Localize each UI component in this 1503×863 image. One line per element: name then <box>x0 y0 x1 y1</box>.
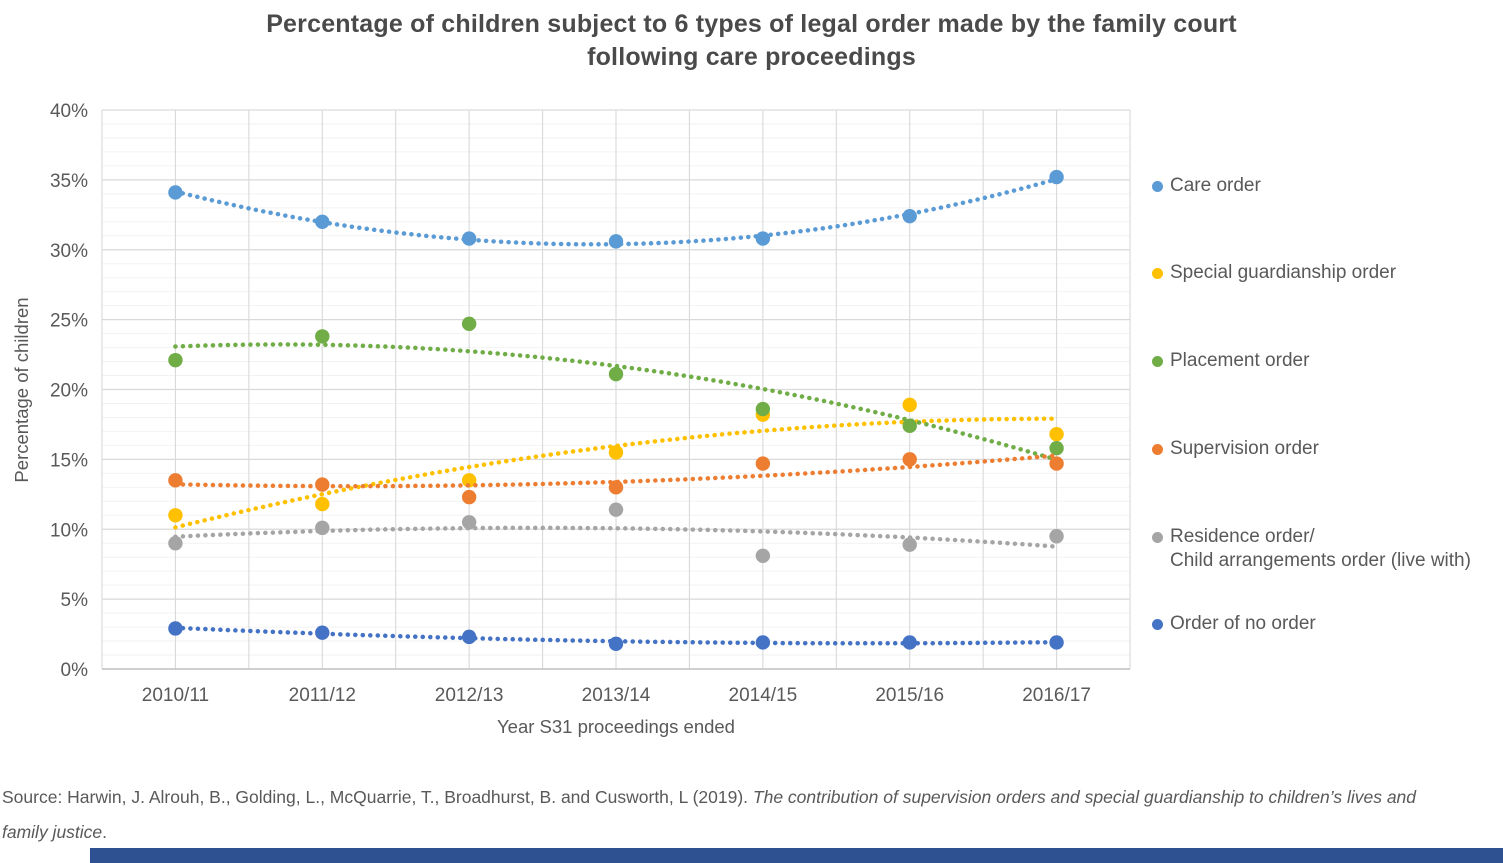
y-tick-label: 5% <box>61 590 89 611</box>
data-point <box>168 621 183 636</box>
legend-bullet-icon <box>1152 532 1163 543</box>
data-point <box>755 456 771 471</box>
series-placement-order <box>168 316 1064 462</box>
x-tick-label: 2015/16 <box>875 685 944 706</box>
data-point <box>315 520 330 536</box>
x-tick-label: 2013/14 <box>582 685 651 706</box>
data-point <box>461 489 477 505</box>
data-point <box>168 508 183 523</box>
data-point <box>1049 456 1064 471</box>
data-point <box>608 502 624 517</box>
legend-label: Supervision order <box>1170 438 1319 459</box>
y-tick-label: 40% <box>50 101 88 122</box>
data-point <box>755 548 771 564</box>
data-point <box>902 452 917 467</box>
legend-bullet-icon <box>1152 619 1163 630</box>
data-point <box>755 401 771 417</box>
source-italic-title: The contribution of supervision orders a… <box>2 786 1417 842</box>
data-point <box>461 231 477 246</box>
x-axis-title: Year S31 proceedings ended <box>497 716 735 737</box>
series-care-order <box>168 169 1064 249</box>
data-point <box>315 496 330 512</box>
data-point <box>755 635 771 650</box>
x-tick-label: 2016/17 <box>1022 685 1091 706</box>
legend-bullet-icon <box>1152 444 1163 455</box>
data-point <box>1049 169 1064 185</box>
data-point <box>1049 529 1064 544</box>
series-residence-order <box>168 502 1064 564</box>
data-point <box>168 536 183 551</box>
x-tick-label: 2012/13 <box>435 685 504 706</box>
data-point <box>608 234 624 249</box>
data-point <box>902 635 917 650</box>
data-point <box>902 537 917 552</box>
data-point <box>315 214 330 229</box>
data-point <box>315 477 330 492</box>
data-point <box>461 473 477 488</box>
y-tick-label: 35% <box>50 171 88 192</box>
data-point <box>461 316 477 332</box>
legend-bullet-icon <box>1152 356 1163 367</box>
data-point <box>902 209 917 224</box>
data-point <box>902 397 917 413</box>
legend-bullet-icon <box>1152 181 1163 192</box>
y-tick-label: 15% <box>50 450 88 471</box>
data-point <box>608 480 624 495</box>
x-tick-label: 2010/11 <box>142 685 209 706</box>
legend-item: Supervision order <box>1152 437 1319 461</box>
y-tick-label: 0% <box>61 660 89 681</box>
x-tick-label: 2011/12 <box>289 685 356 706</box>
x-tick-labels: 2010/11 2011/12 2012/13 2013/14 2014/15 2015/… <box>142 685 1091 706</box>
legend-label: Special guardianship order <box>1170 262 1397 283</box>
legend-label: Placement order <box>1170 350 1310 371</box>
data-point <box>168 352 183 368</box>
source-suffix: . <box>102 821 108 842</box>
x-tick-label: 2014/15 <box>729 685 798 706</box>
data-point <box>902 418 917 434</box>
data-point <box>1049 440 1064 456</box>
data-point <box>755 231 771 246</box>
legend-item: Residence order/ Child arrangements orde… <box>1152 525 1471 573</box>
data-point <box>1049 635 1064 650</box>
legend-item: Special guardianship order <box>1152 261 1396 285</box>
data-point <box>315 625 330 640</box>
data-point <box>608 366 624 382</box>
chart-title: Percentage of children subject to 6 type… <box>266 10 1237 71</box>
y-tick-label: 30% <box>50 241 88 262</box>
legend-label: Order of no order <box>1170 613 1316 634</box>
data-point <box>168 185 183 200</box>
source-citation: Source: Harwin, J. Alrouh, B., Golding, … <box>2 780 1462 850</box>
series-supervision-order <box>168 452 1064 505</box>
y-tick-labels: 0% 5% 10% 15% 20% 25% 30% 35% 40% <box>50 101 88 681</box>
legend-item: Care order <box>1152 174 1261 198</box>
data-point <box>608 636 624 652</box>
footer-bar <box>90 848 1503 863</box>
series-order-of <box>168 621 1064 652</box>
legend-label: Residence order/ Child arrangements orde… <box>1170 526 1471 571</box>
data-point <box>608 445 624 460</box>
y-tick-label: 10% <box>50 520 88 541</box>
data-point <box>315 329 330 344</box>
source-prefix: Source: Harwin, J. Alrouh, B., Golding, … <box>2 786 753 807</box>
data-point <box>168 473 183 488</box>
legend-item: Placement order <box>1152 349 1309 373</box>
y-axis-title: Percentage of children <box>11 297 32 482</box>
legend-label: Care order <box>1170 175 1261 196</box>
data-point <box>1049 427 1064 442</box>
y-tick-label: 25% <box>50 311 88 332</box>
gridlines-major <box>101 109 1131 670</box>
y-tick-label: 20% <box>50 381 88 402</box>
legend-item: Order of no order <box>1152 612 1316 636</box>
data-point <box>461 515 477 530</box>
data-point <box>461 629 477 645</box>
legend-bullet-icon <box>1152 268 1163 279</box>
